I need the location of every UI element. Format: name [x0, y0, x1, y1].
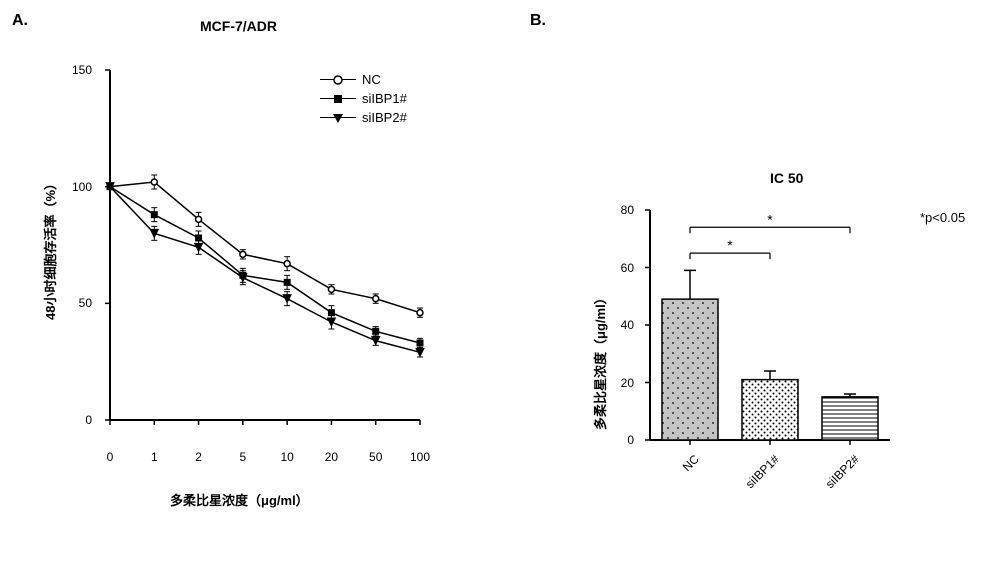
legend-item: siIBP1#	[320, 91, 407, 106]
panel-a-xtick: 50	[369, 450, 382, 464]
panel-a-xtick: 10	[280, 450, 293, 464]
legend-label: siIBP1#	[362, 91, 407, 106]
panel-b-ytick: 60	[608, 261, 634, 275]
panel-a-ytick: 50	[62, 296, 92, 310]
panel-b-ytick: 0	[608, 433, 634, 447]
panel-a-xtick: 5	[240, 450, 247, 464]
legend-label: NC	[362, 72, 381, 87]
panel-b-plot: **	[640, 200, 900, 460]
panel-b-sig-label: *p<0.05	[920, 210, 965, 225]
panel-b-title: IC 50	[770, 170, 803, 186]
panel-a-xtick: 20	[325, 450, 338, 464]
panel-a-xlabel: 多柔比星浓度（μg/ml）	[170, 490, 309, 509]
panel-a-ytick: 0	[62, 413, 92, 427]
panel-a-xtick: 2	[195, 450, 202, 464]
panel-a-xtick: 100	[410, 450, 430, 464]
svg-text:*: *	[767, 211, 773, 227]
panel-b-ylabel: 多柔比星浓度（μg/ml）	[590, 291, 609, 430]
panel-a-ytick: 150	[62, 63, 92, 77]
legend-item: siIBP2#	[320, 110, 407, 125]
panel-a-ytick: 100	[62, 180, 92, 194]
legend-item: NC	[320, 72, 407, 87]
panel-a-title: MCF-7/ADR	[200, 18, 277, 34]
panel-a-ylabel: 48小时细胞存活率（%）	[40, 177, 59, 320]
panel-b-label: B.	[530, 12, 546, 30]
panel-a-label: A.	[12, 12, 28, 30]
svg-text:*: *	[727, 237, 733, 253]
panel-a-xtick: 1	[151, 450, 158, 464]
panel-a-xtick: 0	[107, 450, 114, 464]
panel-a-legend: NC siIBP1# siIBP2#	[320, 72, 407, 129]
panel-b-ytick: 20	[608, 376, 634, 390]
legend-label: siIBP2#	[362, 110, 407, 125]
panel-b-ytick: 80	[608, 203, 634, 217]
panel-b-ytick: 40	[608, 318, 634, 332]
